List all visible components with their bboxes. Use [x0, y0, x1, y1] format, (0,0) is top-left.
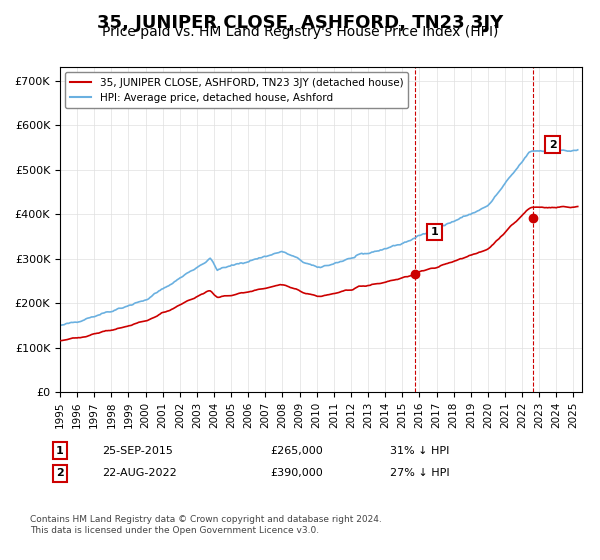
Text: Contains HM Land Registry data © Crown copyright and database right 2024.
This d: Contains HM Land Registry data © Crown c…	[30, 515, 382, 535]
Text: 35, JUNIPER CLOSE, ASHFORD, TN23 3JY: 35, JUNIPER CLOSE, ASHFORD, TN23 3JY	[97, 14, 503, 32]
Legend: 35, JUNIPER CLOSE, ASHFORD, TN23 3JY (detached house), HPI: Average price, detac: 35, JUNIPER CLOSE, ASHFORD, TN23 3JY (de…	[65, 72, 409, 108]
Text: 2: 2	[549, 140, 556, 150]
Text: 22-AUG-2022: 22-AUG-2022	[102, 468, 177, 478]
Text: £265,000: £265,000	[270, 446, 323, 456]
Text: 2: 2	[56, 468, 64, 478]
Text: 1: 1	[430, 227, 438, 237]
Text: 31% ↓ HPI: 31% ↓ HPI	[390, 446, 449, 456]
Text: 25-SEP-2015: 25-SEP-2015	[102, 446, 173, 456]
Text: £390,000: £390,000	[270, 468, 323, 478]
Text: Price paid vs. HM Land Registry's House Price Index (HPI): Price paid vs. HM Land Registry's House …	[102, 25, 498, 39]
Text: 27% ↓ HPI: 27% ↓ HPI	[390, 468, 449, 478]
Text: 1: 1	[56, 446, 64, 456]
